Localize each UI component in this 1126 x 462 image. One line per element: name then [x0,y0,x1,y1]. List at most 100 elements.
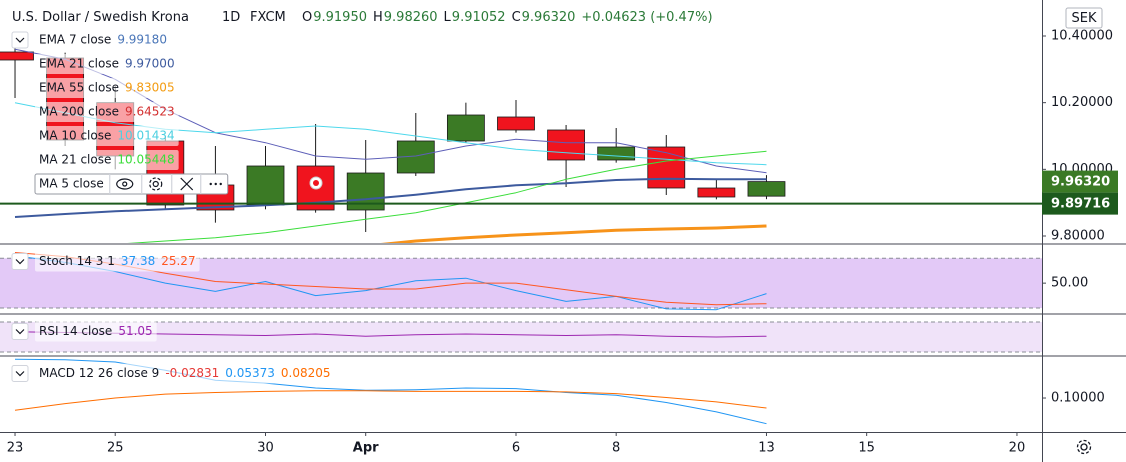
candle-body [597,146,636,161]
header: U.S. Dollar / Swedish Krona 1D FXCM [12,10,286,25]
legend-bg [35,54,179,74]
x-tick-label: 30 [257,441,274,456]
candle-body [446,114,485,142]
ohlc-key: H [373,10,383,25]
legend-value: 9.83005 [125,81,175,95]
x-tick-label: Apr [353,441,379,456]
chevron [15,371,25,377]
legend-bg [35,321,157,342]
legend-value: 37.38 [121,254,155,268]
marker-dot [313,180,319,186]
legend-bg [35,150,179,170]
more-dot[interactable] [214,182,217,186]
eye-icon[interactable] [116,178,134,190]
panes [0,40,1042,425]
legend-bg [35,102,179,122]
ohlc-value: 9.91052 [452,10,506,25]
collapse-button[interactable] [11,253,29,270]
indicator-line [14,390,767,411]
legend-bg [35,363,335,384]
legend-label: MA 21 close [39,153,111,167]
interval: 1D [222,10,240,25]
legend-label: MA 5 close [39,177,104,191]
price-label-box [1042,192,1118,215]
price-label: 9.89716 [1051,197,1110,212]
candle-body [647,146,686,189]
legend-bg [35,30,171,50]
x-tick-label: 8 [612,441,620,456]
ohlc: O9.91950 H9.98260 L9.91052 C9.96320 +0.04623… [302,10,713,25]
legend-label: Stoch 14 3 1 [39,254,115,268]
ohlc-key: L [444,10,452,25]
legend-value: -0.02831 [165,366,219,380]
price-label-box [1042,170,1118,193]
ohlc-value: 9.91950 [313,10,367,25]
more-dot[interactable] [219,182,222,186]
ohlc-key: O [302,10,312,25]
y-tick-label: 9.80000 [1051,229,1105,244]
eye-pupil [122,181,128,187]
chevron [15,329,25,335]
ohlc-value: 9.98260 [384,10,438,25]
legend-label: MACD 12 26 close 9 [39,366,159,380]
legend-toolbar[interactable] [34,173,229,195]
legend-bg [35,251,200,272]
legend-value: 10.01434 [117,129,174,143]
candle-body [246,165,285,206]
legend-label: EMA 55 close [39,81,119,95]
legend-label: MA 10 close [39,129,111,143]
toolbar-icons [109,174,222,194]
gear-icon[interactable] [149,177,163,191]
symbol: U.S. Dollar / Swedish Krona [12,10,189,25]
indicator-line [380,224,767,243]
y-tick-label: 10.20000 [1051,95,1113,110]
x-tick-label: 6 [512,441,520,456]
y-tick-label: 0.10000 [1051,391,1105,406]
legend-value: 10.05448 [117,153,174,167]
candle-body [0,51,34,61]
legend-label: EMA 21 close [39,57,119,71]
level-band [0,321,1042,352]
legend-label: RSI 14 close [39,324,112,338]
currency-box[interactable] [1065,7,1103,29]
gear-core [152,180,159,188]
settings-icon[interactable] [1076,439,1092,455]
candle-body [547,129,585,161]
pane [0,321,1042,353]
chevron [15,259,25,265]
chevron [15,37,25,43]
legend-value: 9.64523 [125,105,175,119]
legend-label: MA 200 close [39,105,119,119]
indicator-line [14,255,767,311]
indicator-line [127,150,767,243]
legend-value: 9.99180 [117,33,167,47]
ohlc-value: 9.96320 [522,10,576,25]
ohlc-key: C [512,10,521,25]
ohlc-change: +0.04623 (+0.47%) [581,10,712,25]
x-tick-label: 15 [858,441,875,456]
candle-body [497,116,535,131]
legend-value: 51.05 [118,324,152,338]
legend-bg [35,78,179,98]
legend-value: 25.27 [161,254,195,268]
collapse-button[interactable] [11,31,29,49]
candle-body [697,187,736,198]
source: FXCM [250,10,286,25]
indicator-line [14,177,767,218]
candle-body [747,181,786,197]
close-icon[interactable] [180,177,194,191]
legend-value: 0.05373 [225,366,275,380]
y-tick-label: 10.40000 [1051,29,1113,44]
y-tick-label: 50.00 [1051,276,1088,291]
x-tick-label: 23 [7,441,24,456]
legend-value: 0.08205 [281,366,331,380]
collapse-button[interactable] [11,323,29,340]
collapse-button[interactable] [11,365,29,382]
more-dot[interactable] [209,182,212,186]
x-tick-label: 13 [758,441,775,456]
price-label: 9.96320 [1051,175,1110,190]
currency: SEK [1072,11,1097,26]
legend-label: EMA 7 close [39,33,111,47]
